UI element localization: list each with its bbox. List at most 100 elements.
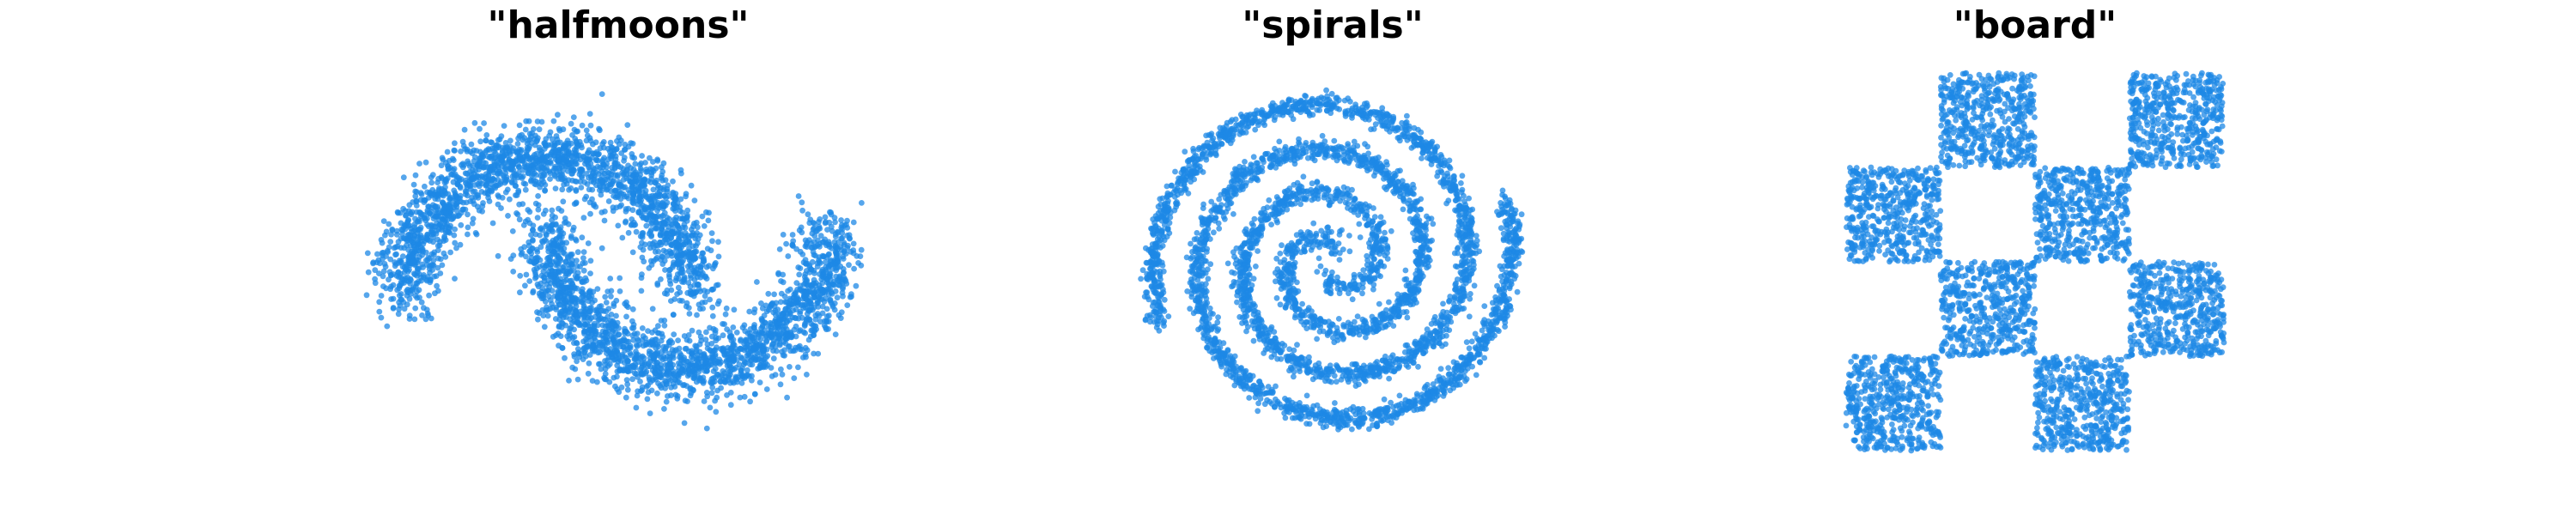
data-point — [653, 177, 659, 184]
data-point — [634, 392, 641, 399]
data-point — [530, 289, 536, 296]
data-point — [668, 298, 674, 304]
data-point — [523, 271, 530, 278]
data-point — [647, 210, 654, 217]
data-point — [549, 207, 556, 214]
data-point — [519, 155, 525, 162]
data-point — [433, 273, 440, 279]
data-point — [608, 188, 614, 195]
data-point — [835, 229, 841, 236]
data-point — [434, 242, 441, 249]
data-point — [646, 350, 653, 357]
data-point — [395, 239, 402, 245]
data-point — [682, 397, 689, 404]
data-point — [553, 332, 559, 338]
data-point — [586, 186, 592, 193]
data-point — [586, 298, 592, 305]
data-point — [566, 378, 572, 384]
data-point — [823, 269, 830, 276]
data-point — [853, 282, 860, 289]
data-point — [406, 316, 413, 322]
data-point — [579, 144, 585, 151]
data-point — [459, 207, 465, 213]
data-point — [834, 294, 841, 301]
data-point — [621, 147, 628, 153]
data-point — [393, 251, 399, 258]
data-point — [793, 306, 799, 312]
data-point — [551, 173, 558, 179]
data-point — [579, 122, 586, 129]
data-point — [649, 306, 656, 312]
data-point — [838, 224, 845, 231]
data-point — [738, 355, 745, 361]
data-point — [848, 291, 854, 298]
data-point — [712, 261, 718, 268]
data-point — [599, 141, 606, 147]
data-point — [827, 297, 834, 304]
data-point — [538, 148, 545, 155]
data-point — [376, 299, 383, 306]
data-point — [782, 340, 789, 347]
data-point — [742, 360, 749, 367]
data-point — [749, 377, 755, 384]
data-point — [574, 285, 580, 292]
data-point — [704, 393, 711, 400]
data-point — [704, 341, 711, 348]
data-point — [611, 165, 618, 172]
data-point — [1345, 141, 1352, 147]
data-point — [502, 166, 509, 173]
data-point — [639, 234, 646, 240]
data-point — [762, 354, 769, 360]
data-point — [629, 363, 635, 369]
data-point — [844, 302, 851, 308]
data-point — [738, 337, 744, 344]
data-point — [611, 160, 618, 167]
data-point — [398, 220, 404, 227]
data-point — [1498, 225, 1504, 232]
data-point — [683, 191, 690, 197]
data-point — [822, 318, 828, 324]
data-point — [677, 289, 683, 295]
data-point — [582, 353, 589, 360]
data-point — [802, 344, 809, 351]
data-point — [435, 216, 442, 223]
data-point — [731, 306, 738, 313]
data-point — [452, 276, 458, 282]
data-point — [596, 125, 602, 132]
data-point — [629, 376, 635, 383]
data-point — [416, 161, 422, 167]
data-point — [478, 189, 485, 195]
data-point — [364, 250, 371, 257]
data-point — [811, 294, 817, 300]
data-point — [726, 334, 733, 341]
data-point — [851, 265, 857, 272]
data-point — [416, 287, 422, 294]
data-point — [799, 207, 805, 214]
data-point — [708, 390, 715, 397]
data-point — [699, 250, 706, 257]
data-point — [816, 223, 823, 230]
data-point — [718, 385, 724, 391]
data-point — [668, 287, 675, 294]
data-point — [422, 159, 429, 166]
data-point — [446, 157, 453, 164]
data-point — [526, 118, 532, 124]
data-point — [1386, 299, 1392, 306]
data-point — [617, 288, 623, 294]
data-point — [607, 139, 614, 146]
data-point — [471, 182, 478, 188]
data-point — [394, 209, 401, 215]
data-point — [827, 286, 834, 293]
data-point — [1466, 345, 1473, 352]
data-point — [661, 322, 668, 329]
data-point — [658, 318, 665, 324]
data-point — [531, 259, 538, 266]
data-point — [552, 185, 559, 192]
data-point — [512, 172, 518, 179]
data-point — [378, 314, 385, 321]
data-point — [537, 232, 544, 239]
data-point — [519, 175, 526, 181]
data-point — [389, 226, 396, 233]
data-point — [729, 379, 736, 385]
data-point — [607, 152, 614, 159]
